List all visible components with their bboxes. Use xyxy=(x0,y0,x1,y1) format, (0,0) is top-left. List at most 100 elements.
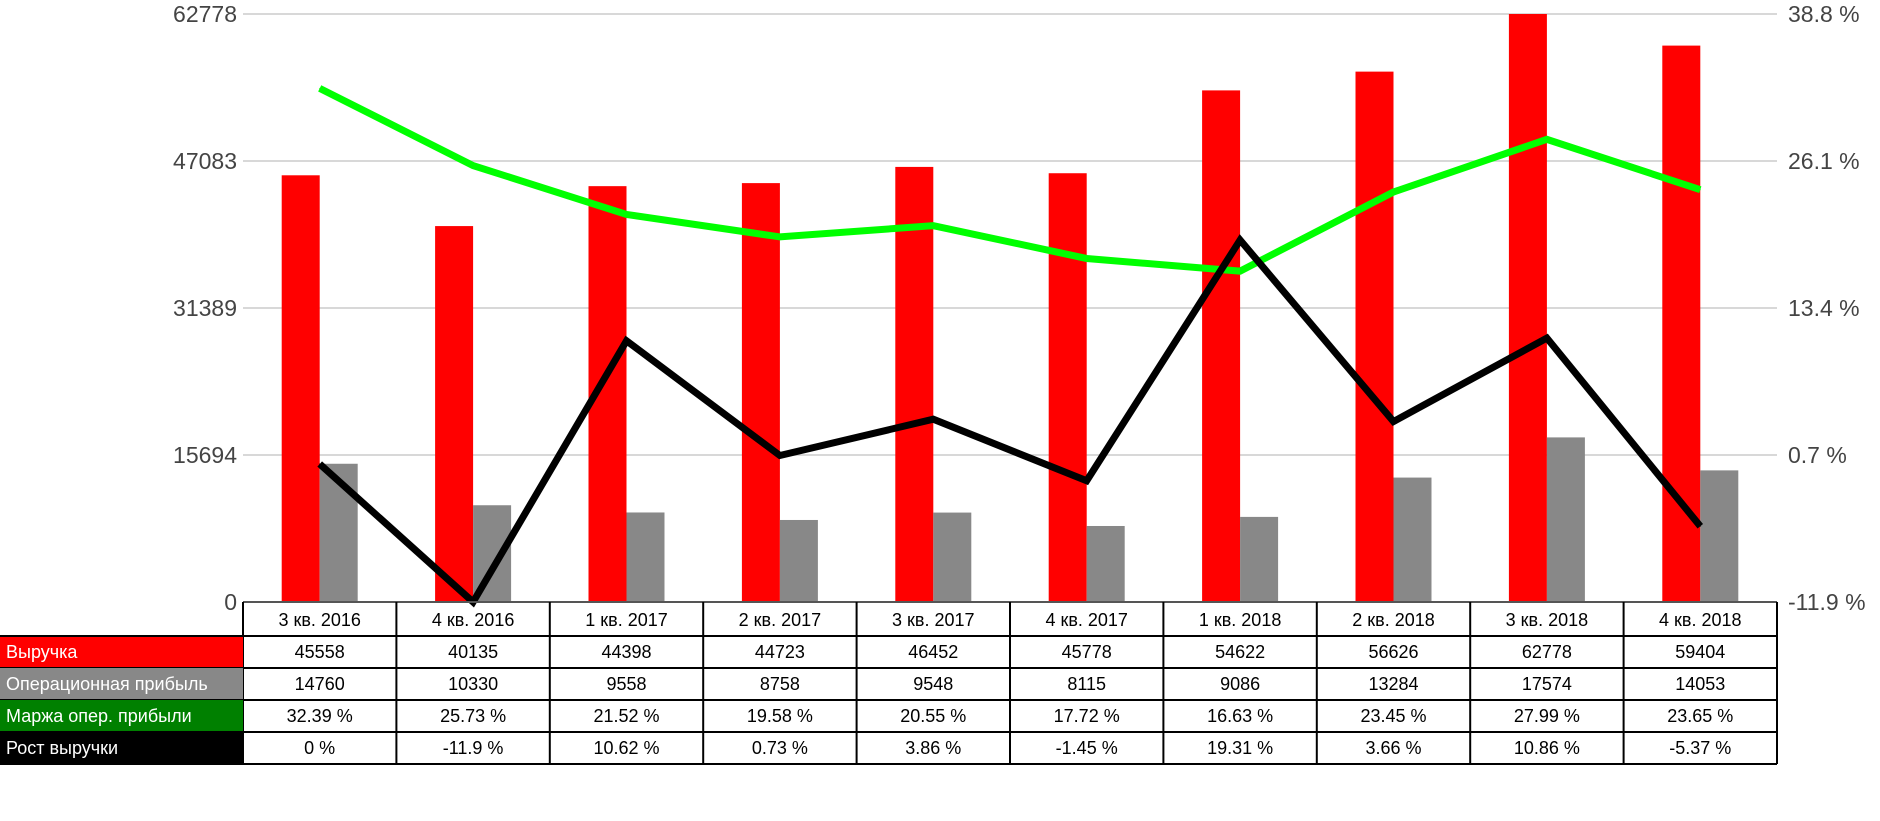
data-label: 17.72 % xyxy=(1054,706,1120,726)
bar-operating-profit xyxy=(1393,477,1432,602)
category-label: 1 кв. 2017 xyxy=(585,610,668,630)
bar-revenue xyxy=(281,175,320,603)
data-label: 54622 xyxy=(1215,642,1265,662)
category-label: 1 кв. 2018 xyxy=(1199,610,1282,630)
data-label: 32.39 % xyxy=(287,706,353,726)
legend-label: Рост выручки xyxy=(6,738,118,758)
data-label: 3.66 % xyxy=(1365,738,1421,758)
line-point xyxy=(779,236,781,238)
data-label: 44723 xyxy=(755,642,805,662)
legend-swatch xyxy=(0,636,243,668)
data-label: 40135 xyxy=(448,642,498,662)
data-label: 9086 xyxy=(1220,674,1260,694)
data-label: 25.73 % xyxy=(440,706,506,726)
legend-label: Выручка xyxy=(6,642,78,662)
line-point xyxy=(1239,270,1241,272)
data-table: 3 кв. 2016 4 кв. 2016 1 кв. 2017 2 кв. 2017… xyxy=(0,602,1778,765)
data-label: 14053 xyxy=(1675,674,1725,694)
left-tick-label: 15694 xyxy=(173,442,237,468)
data-label: 16.63 % xyxy=(1207,706,1273,726)
data-label: 9558 xyxy=(606,674,646,694)
data-label: -1.45 % xyxy=(1056,738,1118,758)
data-label: 8758 xyxy=(760,674,800,694)
bar-operating-profit xyxy=(319,463,358,602)
line-growth xyxy=(317,234,1704,608)
left-tick-label: 0 xyxy=(224,589,237,615)
lines xyxy=(317,85,1704,608)
data-label: 10330 xyxy=(448,674,498,694)
right-tick-label: 0.7 % xyxy=(1788,442,1847,468)
left-tick-label: 47083 xyxy=(173,148,237,174)
data-label: 46452 xyxy=(908,642,958,662)
legend-swatch xyxy=(0,732,243,764)
bars xyxy=(281,14,1739,603)
bar-revenue xyxy=(1662,45,1701,602)
line-point xyxy=(1393,191,1394,193)
right-tick-label: 13.4 % xyxy=(1788,295,1860,321)
data-label: 59404 xyxy=(1675,642,1725,662)
line-point xyxy=(932,418,934,420)
category-label: 4 кв. 2018 xyxy=(1659,610,1742,630)
line-point xyxy=(319,87,321,89)
line-point xyxy=(319,463,321,465)
data-label: 8115 xyxy=(1067,674,1106,694)
data-label: 45778 xyxy=(1062,642,1112,662)
bar-operating-profit xyxy=(626,512,665,602)
data-label: 23.45 % xyxy=(1360,706,1426,726)
bar-revenue xyxy=(1508,14,1547,602)
data-label: -5.37 % xyxy=(1669,738,1731,758)
line-point xyxy=(1086,257,1088,259)
bar-operating-profit xyxy=(1240,516,1279,602)
data-label: 13284 xyxy=(1368,674,1418,694)
line-point xyxy=(932,225,934,227)
line-margin xyxy=(318,85,1702,275)
right-tick-label: 26.1 % xyxy=(1788,148,1860,174)
data-label: 21.52 % xyxy=(593,706,659,726)
data-label: 0.73 % xyxy=(752,738,808,758)
bar-revenue xyxy=(1048,173,1087,602)
right-tick-label: -11.9 % xyxy=(1788,589,1866,615)
category-label: 3 кв. 2018 xyxy=(1506,610,1589,630)
data-label: 20.55 % xyxy=(900,706,966,726)
line-point xyxy=(472,165,474,167)
bar-revenue xyxy=(741,183,780,602)
bar-revenue xyxy=(895,166,934,602)
bar-revenue xyxy=(1202,90,1241,603)
data-label: 27.99 % xyxy=(1514,706,1580,726)
data-label: 45558 xyxy=(295,642,345,662)
data-label: 23.65 % xyxy=(1667,706,1733,726)
category-label: 3 кв. 2016 xyxy=(278,610,361,630)
category-label: 4 кв. 2017 xyxy=(1045,610,1128,630)
right-tick-label: 38.8 % xyxy=(1788,1,1860,27)
line-point xyxy=(1393,421,1394,423)
data-label: 17574 xyxy=(1522,674,1572,694)
data-label: 0 % xyxy=(304,738,335,758)
line-point xyxy=(1546,138,1548,140)
legend-label: Операционная прибыль xyxy=(6,674,208,694)
bar-operating-profit xyxy=(933,512,972,602)
data-label: 9548 xyxy=(913,674,953,694)
left-tick-label: 62778 xyxy=(173,1,237,27)
line-point xyxy=(626,213,627,215)
bar-operating-profit xyxy=(1086,525,1125,602)
line-point xyxy=(1546,337,1548,339)
data-label: 56626 xyxy=(1368,642,1418,662)
bar-operating-profit xyxy=(1546,437,1585,602)
line-point xyxy=(779,455,781,457)
line-point xyxy=(1086,480,1088,482)
data-label: 44398 xyxy=(601,642,651,662)
line-point xyxy=(626,340,627,342)
bar-revenue xyxy=(435,226,474,602)
data-label: 19.58 % xyxy=(747,706,813,726)
data-label: 14760 xyxy=(295,674,345,694)
data-label: 10.86 % xyxy=(1514,738,1580,758)
category-label: 3 кв. 2017 xyxy=(892,610,975,630)
category-label: 2 кв. 2017 xyxy=(739,610,822,630)
legend-label: Маржа опер. прибыли xyxy=(6,706,192,726)
data-label: 62778 xyxy=(1522,642,1572,662)
legend-swatch xyxy=(0,668,243,700)
line-point xyxy=(1239,239,1241,241)
data-label: 3.86 % xyxy=(905,738,961,758)
line-point xyxy=(1699,525,1701,527)
